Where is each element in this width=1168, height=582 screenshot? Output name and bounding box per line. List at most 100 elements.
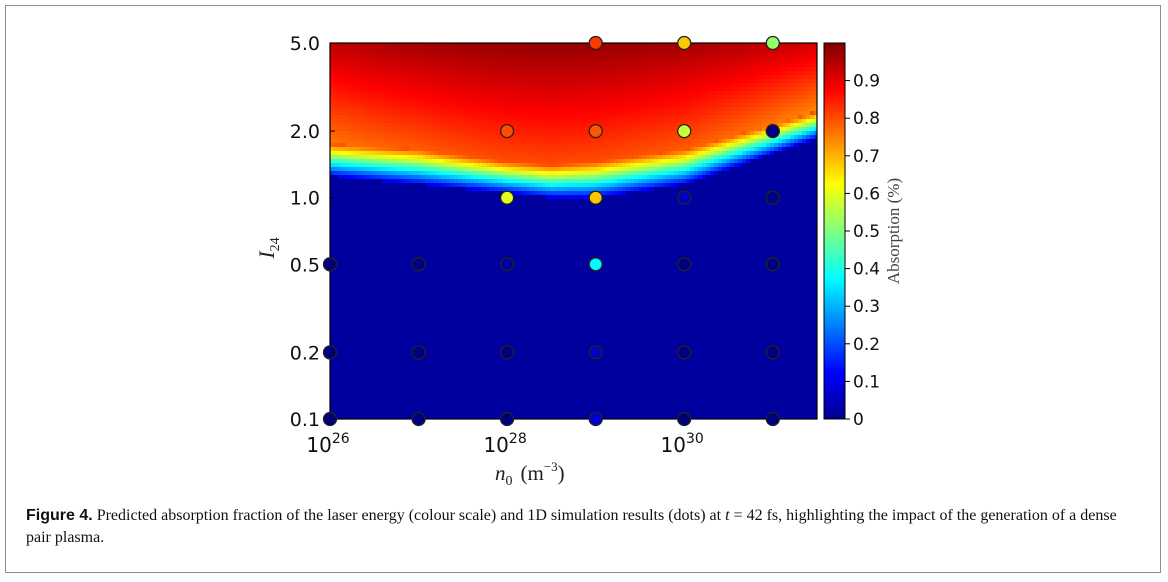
- field-cell: [338, 143, 343, 148]
- field-cell: [534, 59, 539, 64]
- field-cell: [446, 375, 451, 380]
- field-cell: [390, 347, 395, 352]
- field-cell: [518, 379, 523, 384]
- field-cell: [474, 395, 479, 400]
- field-cell: [342, 363, 347, 368]
- field-cell: [462, 239, 467, 244]
- field-cell: [342, 399, 347, 404]
- field-cell: [414, 319, 419, 324]
- field-cell: [530, 119, 535, 124]
- field-cell: [522, 75, 527, 80]
- field-cell: [398, 147, 403, 152]
- field-cell: [414, 379, 419, 384]
- field-cell: [330, 95, 335, 100]
- field-cell: [450, 239, 455, 244]
- field-cell: [430, 95, 435, 100]
- field-cell: [402, 167, 407, 172]
- field-cell: [534, 295, 539, 300]
- field-cell: [474, 195, 479, 200]
- field-cell: [338, 159, 343, 164]
- field-cell: [502, 47, 507, 52]
- field-cell: [510, 239, 515, 244]
- field-cell: [538, 379, 543, 384]
- field-cell: [370, 327, 375, 332]
- field-cell: [478, 75, 483, 80]
- field-cell: [466, 339, 471, 344]
- field-cell: [402, 187, 407, 192]
- field-cell: [358, 83, 363, 88]
- field-cell: [514, 191, 519, 196]
- field-cell: [362, 119, 367, 124]
- field-cell: [342, 279, 347, 284]
- field-cell: [486, 323, 491, 328]
- field-cell: [410, 51, 415, 56]
- field-cell: [350, 415, 355, 419]
- field-cell: [510, 227, 515, 232]
- field-cell: [450, 415, 455, 419]
- field-cell: [490, 399, 495, 404]
- field-cell: [518, 87, 523, 92]
- field-cell: [418, 203, 423, 208]
- field-cell: [358, 323, 363, 328]
- field-cell: [466, 399, 471, 404]
- field-cell: [358, 199, 363, 204]
- field-cell: [338, 195, 343, 200]
- field-cell: [466, 71, 471, 76]
- field-cell: [486, 135, 491, 140]
- field-cell: [490, 171, 495, 176]
- field-cell: [526, 167, 531, 172]
- field-cell: [462, 215, 467, 220]
- field-cell: [522, 343, 527, 348]
- field-cell: [478, 299, 483, 304]
- field-cell: [410, 391, 415, 396]
- field-cell: [378, 283, 383, 288]
- field-cell: [502, 335, 507, 340]
- field-cell: [474, 407, 479, 412]
- field-cell: [506, 71, 511, 76]
- field-cell: [414, 391, 419, 396]
- field-cell: [538, 179, 543, 184]
- field-cell: [398, 395, 403, 400]
- field-cell: [530, 223, 535, 228]
- field-cell: [506, 67, 511, 72]
- field-cell: [486, 143, 491, 148]
- field-cell: [414, 167, 419, 172]
- field-cell: [366, 147, 371, 152]
- field-cell: [458, 335, 463, 340]
- field-cell: [442, 59, 447, 64]
- field-cell: [410, 339, 415, 344]
- field-cell: [450, 287, 455, 292]
- field-cell: [514, 307, 519, 312]
- field-cell: [350, 259, 355, 264]
- field-cell: [418, 243, 423, 248]
- field-cell: [350, 207, 355, 212]
- field-cell: [530, 187, 535, 192]
- field-cell: [514, 343, 519, 348]
- field-cell: [454, 95, 459, 100]
- field-cell: [482, 311, 487, 316]
- field-cell: [362, 239, 367, 244]
- field-cell: [478, 47, 483, 52]
- field-cell: [514, 415, 519, 419]
- field-cell: [534, 83, 539, 88]
- field-cell: [350, 291, 355, 296]
- field-cell: [350, 63, 355, 68]
- field-cell: [350, 135, 355, 140]
- field-cell: [342, 359, 347, 364]
- field-cell: [498, 191, 503, 196]
- field-cell: [518, 415, 523, 419]
- field-cell: [518, 155, 523, 160]
- field-cell: [490, 203, 495, 208]
- field-cell: [402, 179, 407, 184]
- field-cell: [470, 295, 475, 300]
- field-cell: [486, 271, 491, 276]
- field-cell: [494, 143, 499, 148]
- field-cell: [446, 399, 451, 404]
- field-cell: [334, 387, 339, 392]
- field-cell: [442, 331, 447, 336]
- field-cell: [402, 203, 407, 208]
- field-cell: [338, 335, 343, 340]
- field-cell: [442, 351, 447, 356]
- field-cell: [362, 403, 367, 408]
- field-cell: [470, 131, 475, 136]
